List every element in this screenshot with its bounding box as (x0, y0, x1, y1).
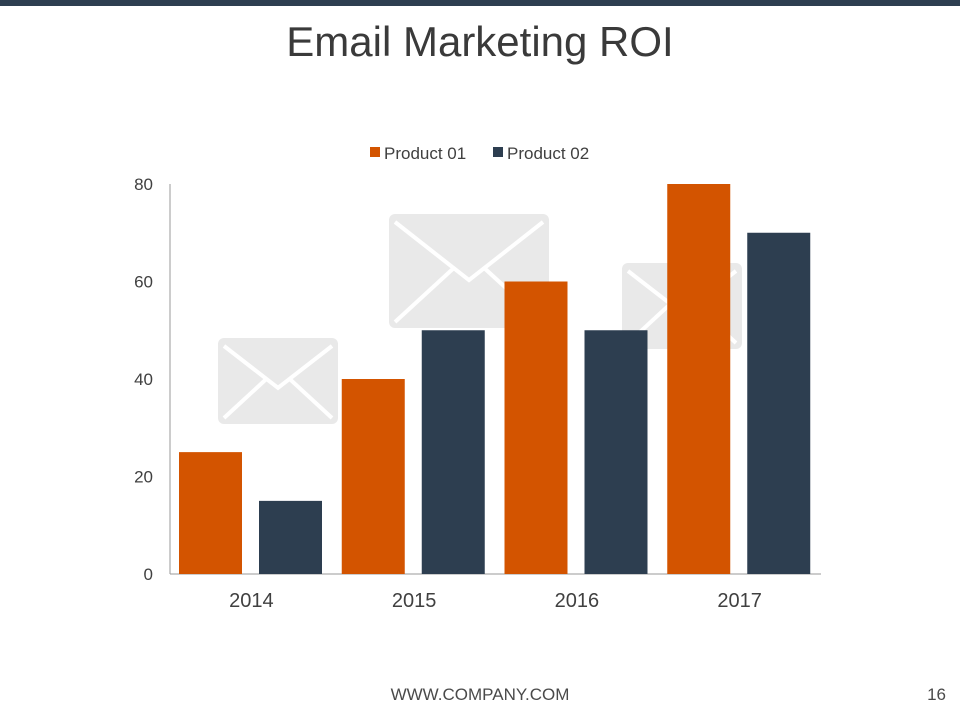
bar-product-01-2014 (179, 452, 242, 574)
bar-product-02-2016 (584, 330, 648, 574)
y-tick-label: 40 (134, 370, 153, 389)
legend-label: Product 01 (384, 144, 466, 163)
legend-item: Product 02 (493, 144, 589, 163)
bar-product-01-2017 (667, 184, 731, 574)
x-tick-label: 2015 (392, 590, 437, 612)
envelope-icon (218, 338, 338, 424)
legend: Product 01 Product 02 (370, 144, 589, 163)
slide-title: Email Marketing ROI (286, 18, 674, 65)
x-tick-label: 2014 (229, 590, 274, 612)
legend-swatch (493, 147, 503, 157)
y-tick-label: 60 (134, 273, 153, 292)
top-accent-bar (0, 0, 960, 6)
y-tick-label: 0 (144, 565, 153, 584)
legend-swatch (370, 147, 380, 157)
bar-product-02-2014 (259, 500, 322, 574)
legend-item: Product 01 (370, 144, 466, 163)
bar-layer (179, 184, 811, 574)
legend-label: Product 02 (507, 144, 589, 163)
bar-product-02-2017 (747, 232, 811, 574)
footer-url: WWW.COMPANY.COM (390, 685, 570, 704)
y-tick-label: 20 (134, 468, 153, 487)
bar-product-01-2016 (504, 281, 568, 574)
bar-product-02-2015 (421, 330, 485, 574)
x-tick-label: 2016 (555, 590, 600, 612)
page-number: 16 (927, 685, 946, 704)
y-tick-label: 80 (134, 175, 153, 194)
bar-product-01-2015 (341, 379, 405, 574)
axis-layer: 0 20 40 60 80 2014 2015 2016 2017 (134, 175, 821, 612)
x-tick-label: 2017 (717, 590, 762, 612)
